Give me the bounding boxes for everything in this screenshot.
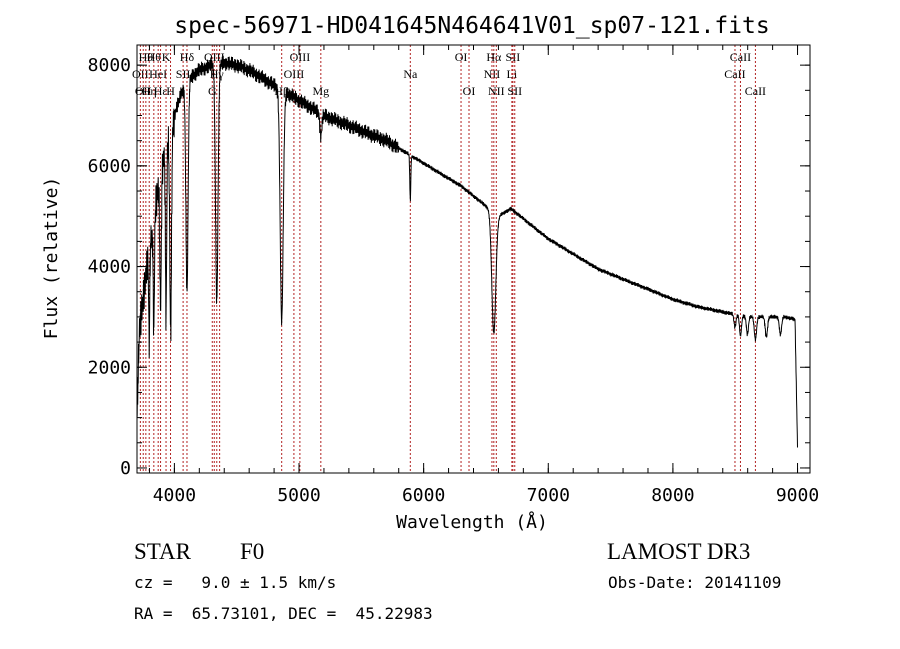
line-marker-label: Hη	[142, 84, 157, 98]
obs-date-text: Obs-Date: 20141109	[608, 573, 782, 592]
chart-title: spec-56971-HD041645N464641V01_sp07-121.f…	[174, 13, 769, 39]
coordinates-text: RA = 65.73101, DEC = 45.22983	[134, 604, 433, 623]
x-axis-label: Wavelength (Å)	[396, 511, 548, 533]
x-tick-label: 7000	[527, 485, 570, 506]
line-marker-label: Na	[403, 67, 418, 81]
line-marker-label: OII	[132, 67, 149, 81]
line-marker-label: K	[162, 50, 171, 64]
line-marker-label: Hδ	[180, 50, 195, 64]
y-tick-label: 4000	[88, 257, 131, 278]
line-marker-label: Hθ	[147, 50, 162, 64]
line-marker-label: CaII	[745, 84, 766, 98]
line-marker-label: HeI	[149, 67, 167, 81]
spectrum-line	[136, 55, 798, 448]
line-marker-label: OII	[135, 84, 152, 98]
x-tick-label: 6000	[402, 485, 445, 506]
line-marker-label: Li	[507, 67, 518, 81]
x-tick-label: 4000	[153, 485, 196, 506]
line-marker-label: CaII	[730, 50, 751, 64]
x-tick-label: 9000	[776, 485, 819, 506]
line-marker-label: H	[166, 84, 175, 98]
y-axis-label: Flux (relative)	[41, 177, 62, 340]
y-tick-label: 6000	[88, 156, 131, 177]
line-marker-label: Hα	[486, 50, 502, 64]
line-marker-label: SII	[506, 50, 521, 64]
y-tick-label: 0	[120, 458, 131, 479]
x-tick-label: 8000	[651, 485, 694, 506]
line-marker-label: NII	[488, 84, 505, 98]
line-marker-label: OI	[455, 50, 468, 64]
line-marker-label: SII	[507, 84, 522, 98]
line-marker-label: CaII	[724, 67, 745, 81]
line-marker-label: NII	[484, 67, 501, 81]
x-tick-label: 5000	[277, 485, 320, 506]
line-marker-label: Mg	[312, 84, 329, 98]
object-subclass: F0	[240, 539, 265, 564]
line-marker-label: SII	[176, 67, 191, 81]
survey-name: LAMOST DR3	[607, 539, 751, 564]
line-marker-label: OIII	[284, 67, 305, 81]
redshift-text: cz = 9.0 ± 1.5 km/s	[134, 573, 337, 592]
line-marker-label: OIII	[290, 50, 311, 64]
y-tick-label: 2000	[88, 357, 131, 378]
axes: 4000 5000 6000 7000 8000 9000 0 2000 4000 6000 800…	[88, 44, 819, 506]
line-marker-label: OI	[463, 84, 476, 98]
object-class: STAR	[134, 539, 191, 564]
line-markers: OIIOIIHθHηHθHeIHεKHSIIHδGOIIIHγHβOIIIOII…	[132, 45, 766, 473]
plot-frame	[136, 44, 811, 474]
line-marker-label: Hε	[154, 84, 168, 98]
line-marker-label: G	[208, 84, 217, 98]
y-tick-label: 8000	[88, 55, 131, 76]
